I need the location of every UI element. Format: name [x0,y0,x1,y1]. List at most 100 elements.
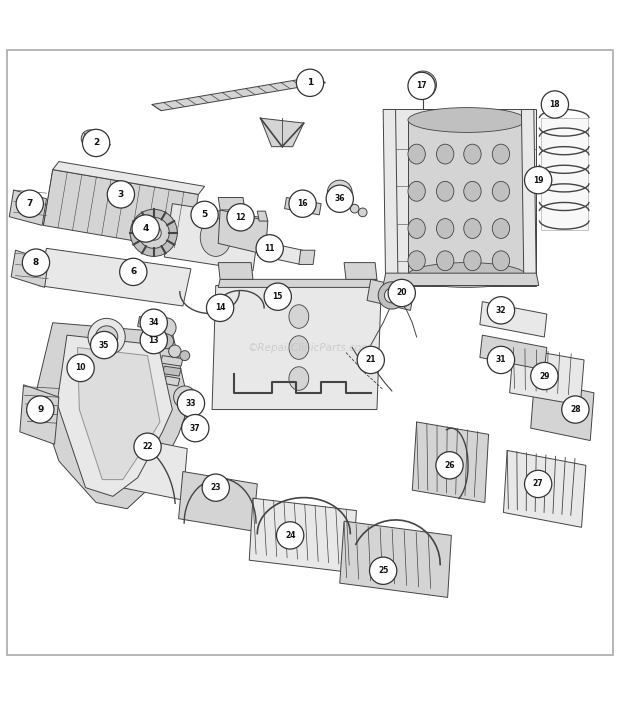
Text: 17: 17 [416,81,427,90]
Ellipse shape [200,218,231,257]
Text: 12: 12 [236,213,246,222]
Text: 3: 3 [118,190,124,199]
Polygon shape [503,450,586,527]
Circle shape [436,452,463,479]
Polygon shape [78,348,160,479]
Circle shape [487,346,515,374]
Circle shape [541,91,569,118]
Text: 37: 37 [190,424,201,433]
Polygon shape [383,273,539,286]
Circle shape [134,433,161,460]
Polygon shape [531,381,594,441]
Circle shape [67,355,94,381]
Circle shape [180,350,190,360]
Text: 19: 19 [533,176,543,185]
Circle shape [177,390,205,417]
Ellipse shape [289,367,309,391]
Polygon shape [164,204,260,271]
Ellipse shape [464,219,481,238]
Circle shape [81,130,99,147]
Polygon shape [367,279,414,310]
Circle shape [146,226,161,240]
Text: ©RepairClinicParts.com: ©RepairClinicParts.com [248,343,372,352]
Text: 9: 9 [37,405,43,414]
Polygon shape [161,355,183,366]
Text: 29: 29 [539,372,549,381]
Circle shape [358,208,367,216]
Circle shape [140,326,167,354]
Text: 11: 11 [265,244,275,253]
Text: 6: 6 [130,267,136,276]
Circle shape [357,346,384,374]
Ellipse shape [464,145,481,164]
Polygon shape [299,250,315,264]
Circle shape [417,78,429,91]
Circle shape [256,235,283,262]
Text: 14: 14 [215,303,225,312]
Text: 34: 34 [149,318,159,327]
Circle shape [156,318,176,338]
Ellipse shape [436,219,454,238]
Polygon shape [57,335,172,496]
Circle shape [159,334,174,349]
Polygon shape [43,170,198,250]
Text: 5: 5 [202,210,208,219]
Ellipse shape [408,219,425,238]
Polygon shape [53,161,205,195]
Text: 28: 28 [570,405,581,414]
Circle shape [531,362,558,390]
Circle shape [138,217,169,248]
Polygon shape [218,197,245,210]
Polygon shape [179,472,257,531]
Circle shape [191,201,218,228]
Circle shape [91,331,118,359]
Polygon shape [164,376,180,386]
Circle shape [132,215,159,242]
Ellipse shape [289,336,309,360]
Text: 23: 23 [211,483,221,492]
Polygon shape [146,331,170,348]
Circle shape [334,186,346,199]
Text: 7: 7 [27,200,33,208]
Circle shape [562,396,589,423]
Ellipse shape [436,181,454,201]
Text: 1: 1 [307,78,313,87]
Ellipse shape [408,145,425,164]
Text: 4: 4 [143,224,149,233]
Text: 22: 22 [143,442,153,451]
Polygon shape [285,197,321,215]
Circle shape [174,386,196,408]
Circle shape [227,204,254,231]
Ellipse shape [492,219,510,238]
Circle shape [525,470,552,498]
Polygon shape [408,120,526,275]
Polygon shape [218,279,377,288]
Ellipse shape [408,181,425,201]
Circle shape [16,190,43,217]
Polygon shape [218,210,268,255]
Ellipse shape [436,145,454,164]
Text: 2: 2 [93,138,99,147]
Circle shape [525,166,552,194]
Text: 25: 25 [378,566,388,575]
Polygon shape [152,77,326,111]
Circle shape [140,309,167,336]
Ellipse shape [289,305,309,329]
Circle shape [409,71,436,98]
Polygon shape [257,211,268,221]
Ellipse shape [408,251,425,271]
Text: 36: 36 [335,195,345,203]
Circle shape [22,249,50,276]
Circle shape [370,557,397,584]
Text: 26: 26 [445,461,454,470]
Text: 31: 31 [496,355,506,364]
Circle shape [102,332,112,342]
Ellipse shape [464,251,481,271]
Circle shape [264,283,291,310]
Polygon shape [162,366,181,376]
Polygon shape [183,416,208,436]
Ellipse shape [408,108,526,133]
Circle shape [182,415,209,442]
Polygon shape [218,262,253,279]
Circle shape [107,180,135,208]
